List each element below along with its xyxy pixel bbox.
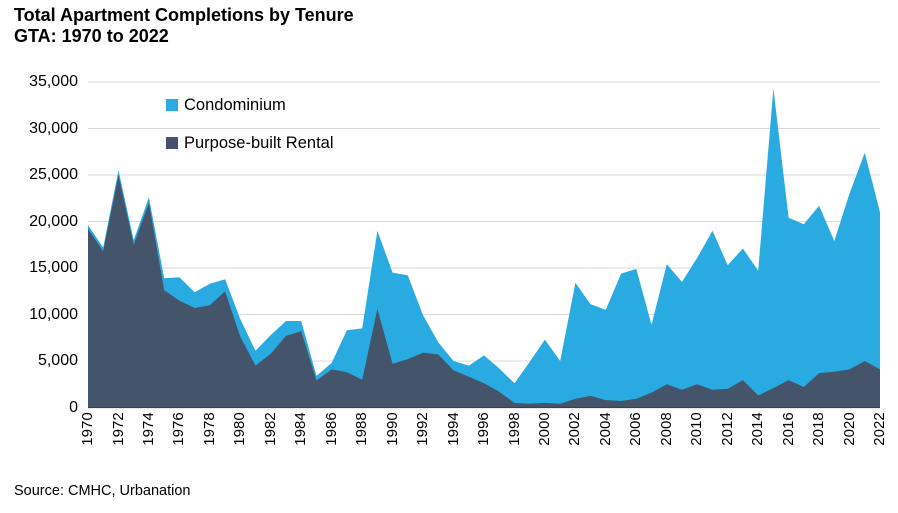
x-tick-label: 2004 <box>596 412 614 446</box>
x-tick-label: 2022 <box>871 412 888 446</box>
y-tick-label: 20,000 <box>29 212 78 230</box>
x-tick-label: 2014 <box>749 412 767 446</box>
chart-title-line1: Total Apartment Completions by Tenure <box>14 5 354 25</box>
legend: Condominium Purpose-built Rental <box>166 95 334 171</box>
legend-item-condominium: Condominium <box>166 95 334 115</box>
x-tick-label: 1984 <box>292 412 310 446</box>
x-tick-label: 1996 <box>475 412 492 446</box>
x-tick-label: 1974 <box>139 412 157 446</box>
x-tick-label: 2006 <box>627 412 645 446</box>
chart-title: Total Apartment Completions by Tenure GT… <box>14 5 354 47</box>
x-tick-label: 2020 <box>840 412 858 446</box>
x-tick-label: 2002 <box>566 412 584 446</box>
x-tick-label: 1970 <box>79 412 96 446</box>
x-tick-label: 2010 <box>688 412 706 446</box>
x-tick-label: 2012 <box>718 412 736 446</box>
y-tick-label: 10,000 <box>29 305 78 323</box>
x-tick-label: 1978 <box>200 412 218 446</box>
y-tick-label: 0 <box>69 398 78 416</box>
purpose-built-rental-area <box>88 175 880 408</box>
chart-title-line2: GTA: 1970 to 2022 <box>14 26 169 46</box>
y-tick-label: 15,000 <box>29 259 78 276</box>
legend-label-purpose-built-rental: Purpose-built Rental <box>184 133 334 152</box>
x-tick-label: 2016 <box>779 412 797 446</box>
y-tick-label: 30,000 <box>29 119 78 137</box>
x-tick-label: 1982 <box>261 412 279 446</box>
x-tick-label: 1976 <box>170 412 188 446</box>
legend-label-condominium: Condominium <box>184 95 286 114</box>
x-tick-label: 1992 <box>414 412 432 446</box>
x-tick-label: 1998 <box>505 412 523 446</box>
x-tick-label: 1990 <box>383 412 401 446</box>
x-tick-label: 2000 <box>535 412 553 446</box>
x-tick-label: 1994 <box>444 412 462 446</box>
x-tick-label: 1980 <box>231 412 249 446</box>
x-tick-label: 1988 <box>353 412 371 446</box>
x-tick-label: 1986 <box>322 412 340 446</box>
y-tick-label: 5,000 <box>37 352 78 369</box>
source-note: Source: CMHC, Urbanation <box>14 483 191 499</box>
y-tick-label: 25,000 <box>29 166 78 183</box>
condominium-area <box>88 88 880 408</box>
condominium-swatch-icon <box>166 99 178 111</box>
x-tick-label: 1972 <box>109 412 127 446</box>
x-tick-label: 2018 <box>810 412 828 446</box>
x-tick-label: 2008 <box>657 412 675 446</box>
purpose-built-rental-swatch-icon <box>166 137 178 149</box>
y-tick-label: 35,000 <box>29 73 78 90</box>
legend-item-purpose-built-rental: Purpose-built Rental <box>166 133 334 153</box>
